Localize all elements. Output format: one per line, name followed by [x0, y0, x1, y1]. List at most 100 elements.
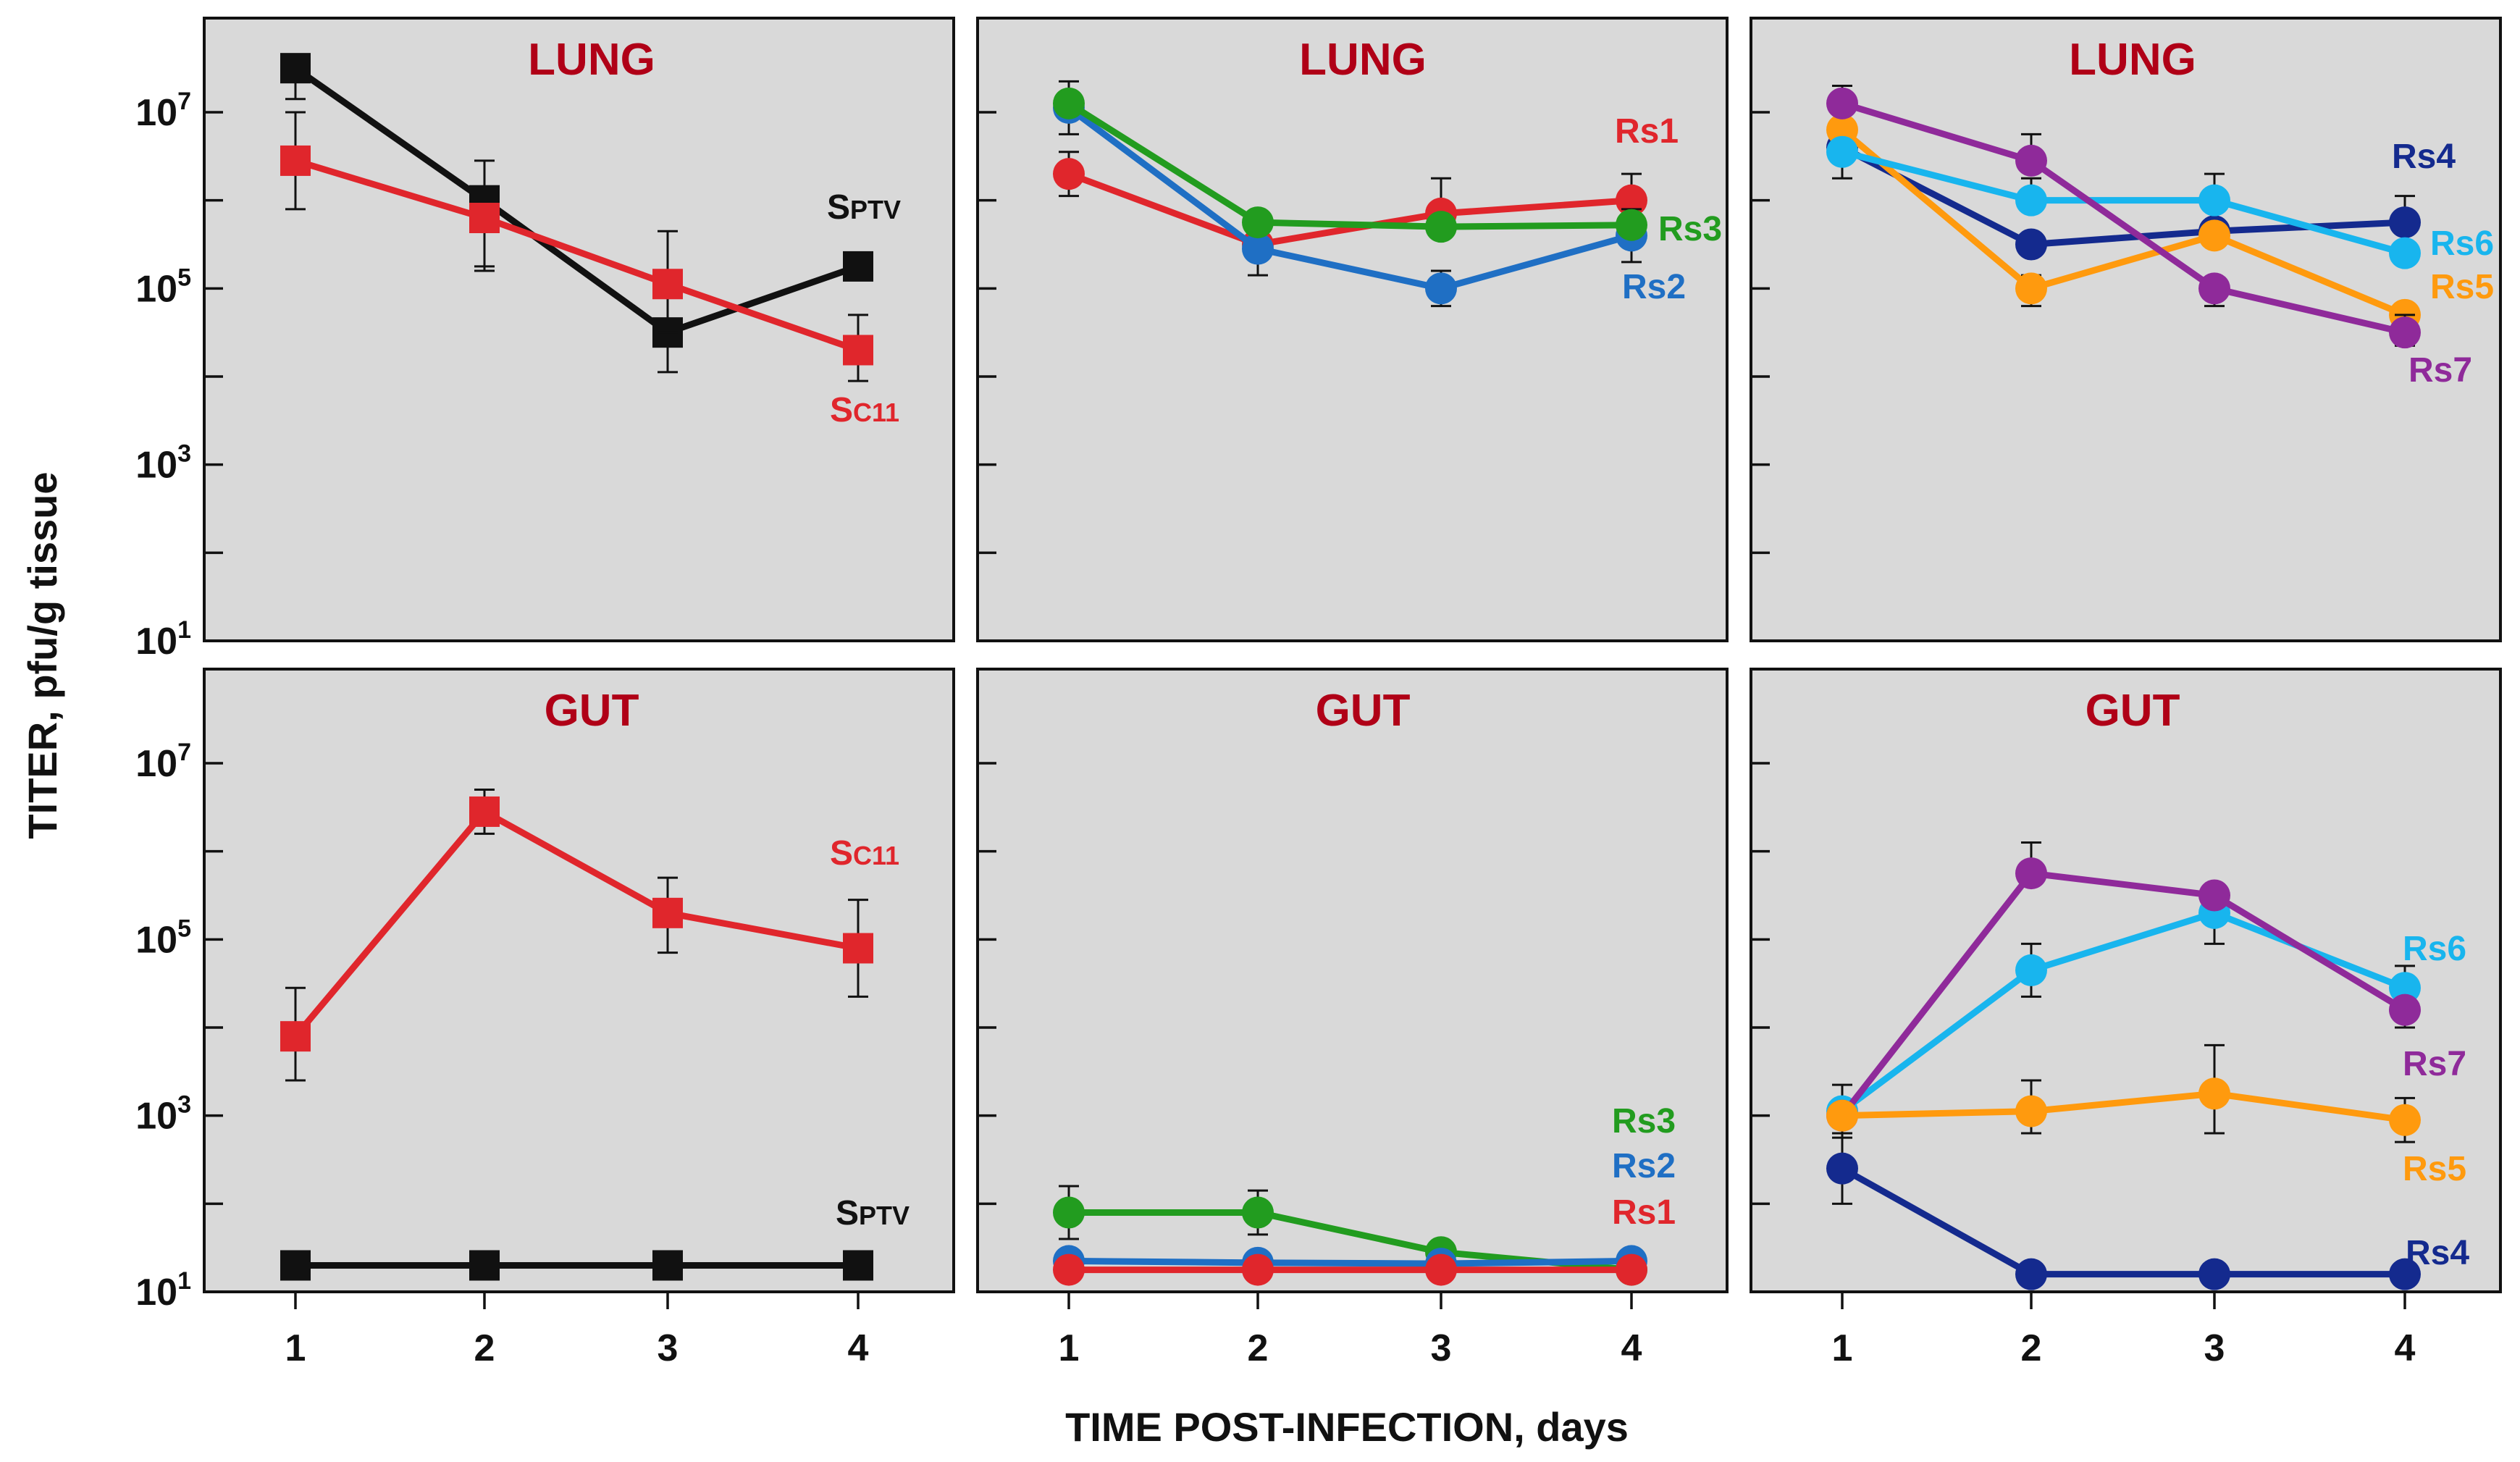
- y-tick-label: 103: [135, 440, 191, 487]
- series-label-main: Rs7: [2403, 1045, 2466, 1083]
- y-tick-base: 10: [135, 268, 177, 310]
- series-rs1: Rs1: [1053, 1193, 1676, 1286]
- data-point: [2015, 228, 2047, 261]
- series-label-main: Rs1: [1612, 1193, 1676, 1232]
- data-point: [1053, 1253, 1085, 1286]
- y-tick-exponent: 5: [177, 264, 191, 291]
- panel-title: LUNG: [2069, 35, 2196, 85]
- panel-background: [976, 17, 1729, 642]
- data-point: [2015, 144, 2047, 177]
- x-tick-label: 1: [1832, 1327, 1853, 1369]
- data-point: [1242, 1196, 1274, 1229]
- y-tick-base: 10: [135, 743, 177, 785]
- data-point: [1053, 1196, 1085, 1229]
- data-point: [652, 269, 683, 300]
- series-label: Rs6: [2403, 930, 2466, 968]
- data-point: [1826, 135, 1858, 168]
- data-point: [280, 1021, 311, 1052]
- panel-background: [203, 668, 955, 1293]
- y-tick-exponent: 7: [177, 88, 191, 115]
- series-label-main: Rs6: [2403, 930, 2466, 968]
- series-line: [1841, 100, 2406, 336]
- series-rs7: Rs7: [1826, 85, 2472, 390]
- data-point: [1826, 1099, 1858, 1132]
- data-point: [280, 1250, 311, 1281]
- series-rs5: Rs5: [1826, 1043, 2466, 1188]
- series-label: SC11: [830, 391, 899, 429]
- y-tick-base: 10: [135, 92, 177, 134]
- data-point: [652, 897, 683, 928]
- y-tick-base: 10: [135, 1096, 177, 1138]
- data-point: [2198, 1258, 2230, 1290]
- panel-title: GUT: [2086, 686, 2180, 736]
- series-label-main: S: [827, 188, 850, 227]
- y-tick-exponent: 1: [177, 616, 191, 644]
- data-point: [1242, 1253, 1274, 1286]
- series-label-main: Rs2: [1622, 268, 1686, 306]
- data-point: [280, 53, 311, 84]
- y-tick-label: 101: [135, 616, 191, 663]
- series-label: Rs5: [2403, 1150, 2466, 1188]
- x-tick-label: 4: [1621, 1327, 1642, 1369]
- series-label: SPTV: [827, 188, 901, 227]
- series-label-main: Rs6: [2430, 224, 2494, 263]
- data-point: [652, 1250, 683, 1281]
- x-tick-label: 3: [658, 1327, 679, 1369]
- data-point: [1826, 114, 1858, 146]
- panel-title: GUT: [545, 686, 639, 736]
- series-label: SPTV: [836, 1194, 910, 1232]
- series-line: [294, 157, 860, 353]
- series-label: Rs2: [1612, 1147, 1676, 1185]
- series-line: [1841, 148, 2406, 257]
- panel-lung-2: LUNG Rs1 Rs2 Rs3: [976, 17, 1729, 642]
- series-label-main: S: [830, 834, 853, 873]
- series-label-main: Rs5: [2430, 268, 2494, 306]
- data-point: [2015, 857, 2047, 890]
- y-tick-exponent: 3: [177, 1091, 191, 1119]
- data-point: [2389, 206, 2421, 239]
- x-tick-label: 3: [1431, 1327, 1452, 1369]
- y-tick-label: 101: [135, 1267, 191, 1314]
- data-point: [843, 933, 873, 964]
- data-point: [843, 251, 873, 282]
- series-label-main: Rs2: [1612, 1147, 1676, 1185]
- data-point: [1425, 1253, 1457, 1286]
- panel-title: LUNG: [1299, 35, 1427, 85]
- data-point: [2015, 1258, 2047, 1290]
- data-point: [1425, 211, 1457, 243]
- y-tick-label: 105: [135, 915, 191, 961]
- series-label: Rs3: [1612, 1102, 1676, 1140]
- x-tick-label: 2: [1248, 1327, 1269, 1369]
- panel-gut-3: GUT 1 2 3 4 Rs6 Rs7 Rs5 Rs4: [1750, 668, 2502, 1369]
- data-point: [2198, 184, 2230, 217]
- series-label: Rs7: [2403, 1045, 2466, 1083]
- series-rs6: Rs6: [1826, 135, 2494, 269]
- data-point: [2389, 237, 2421, 269]
- series-label: Rs6: [2430, 224, 2494, 263]
- data-point: [2015, 184, 2047, 217]
- y-tick-label: 107: [135, 88, 191, 134]
- x-axis-label: TIME POST-INFECTION, days: [1065, 1404, 1629, 1450]
- panel-background: [203, 17, 955, 642]
- x-tick-label: 1: [285, 1327, 306, 1369]
- series-sptv: SPTV: [280, 1194, 910, 1281]
- data-point: [1242, 206, 1274, 239]
- data-point: [843, 1250, 873, 1281]
- panel-title: LUNG: [528, 35, 655, 85]
- series-rs4: Rs4: [1826, 1132, 2469, 1290]
- x-tick-label: 2: [2021, 1327, 2042, 1369]
- series-line: [1841, 1090, 2406, 1124]
- data-point: [2015, 954, 2047, 986]
- data-point: [2389, 1258, 2421, 1290]
- series-line: [1067, 105, 1633, 292]
- data-point: [1616, 1253, 1647, 1286]
- y-tick-label: 107: [135, 739, 191, 785]
- data-point: [843, 335, 873, 366]
- series-label-main: S: [830, 391, 853, 429]
- series-label: Rs5: [2430, 268, 2494, 306]
- y-tick-base: 10: [135, 1272, 177, 1314]
- x-tick-label: 2: [474, 1327, 495, 1369]
- panel-title: GUT: [1316, 686, 1411, 736]
